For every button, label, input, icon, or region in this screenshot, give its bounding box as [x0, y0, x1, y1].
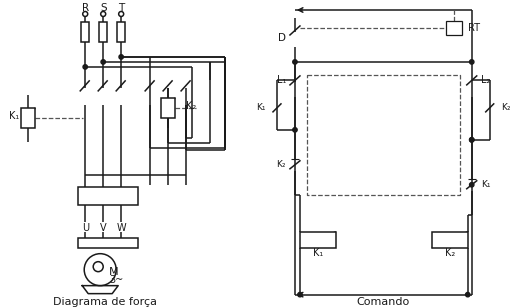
Circle shape [293, 60, 297, 64]
Circle shape [101, 60, 106, 64]
Text: K₁: K₁ [9, 111, 19, 121]
Text: U: U [82, 223, 89, 233]
Circle shape [119, 55, 123, 59]
Circle shape [101, 11, 106, 17]
Text: L₂: L₂ [480, 75, 490, 85]
Circle shape [93, 262, 103, 272]
Text: K₁: K₁ [256, 103, 266, 112]
Text: M: M [109, 267, 119, 277]
Text: R: R [82, 3, 89, 13]
Text: W: W [116, 223, 126, 233]
Circle shape [465, 292, 470, 297]
Bar [99, 22, 107, 42]
Bar [432, 232, 468, 248]
Bar [300, 232, 336, 248]
Circle shape [83, 11, 88, 17]
Text: 3~: 3~ [109, 275, 123, 285]
Circle shape [83, 65, 87, 69]
Circle shape [298, 292, 302, 297]
Bar [81, 22, 89, 42]
Circle shape [470, 138, 474, 142]
Circle shape [84, 254, 116, 286]
Text: K₂: K₂ [445, 248, 455, 258]
Text: V: V [100, 223, 107, 233]
Bar [161, 98, 175, 118]
Text: Diagrama de força: Diagrama de força [53, 297, 157, 307]
Circle shape [470, 183, 474, 187]
Text: RT: RT [468, 23, 480, 33]
Text: L₁: L₁ [277, 75, 286, 85]
Bar [117, 22, 125, 42]
Text: Comando: Comando [356, 297, 409, 307]
Bar [21, 108, 35, 128]
Text: K₁: K₁ [313, 248, 323, 258]
Text: K₂: K₂ [501, 103, 510, 112]
Bar [446, 21, 462, 35]
Text: S: S [100, 3, 107, 13]
Text: T: T [118, 3, 124, 13]
Circle shape [470, 138, 474, 142]
Circle shape [119, 11, 124, 17]
Text: D: D [278, 33, 286, 43]
Circle shape [470, 60, 474, 64]
Bar [78, 187, 138, 205]
Text: K₂: K₂ [186, 101, 197, 111]
Polygon shape [82, 286, 118, 294]
Circle shape [293, 128, 297, 132]
Bar [78, 238, 138, 248]
Text: K₁: K₁ [480, 180, 490, 189]
Text: K₂: K₂ [277, 160, 286, 169]
